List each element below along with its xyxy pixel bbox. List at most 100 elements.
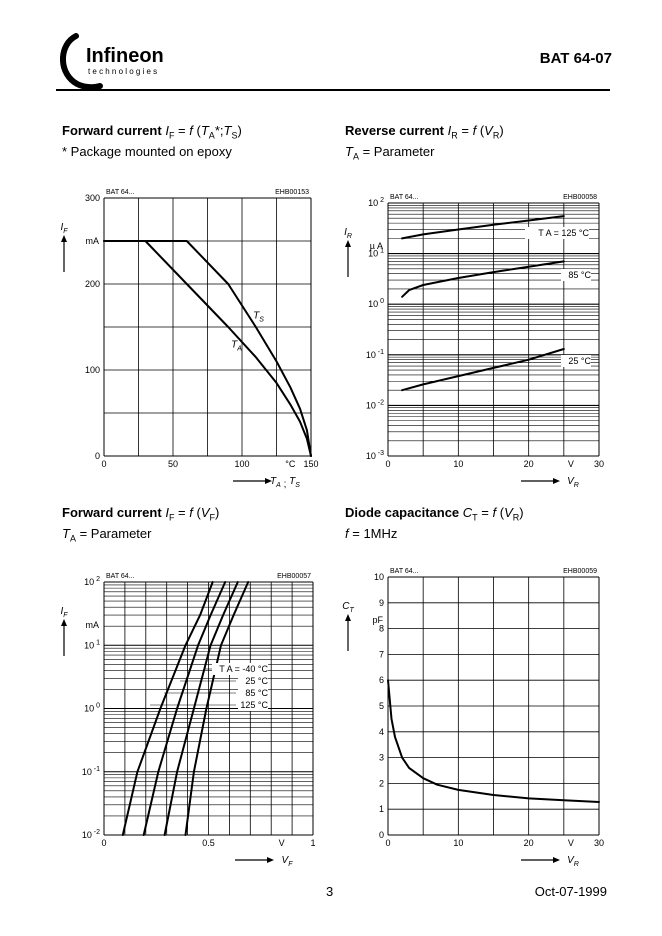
chart2-subtitle: TA = Parameter <box>345 144 435 162</box>
c2-series-0-label-bg <box>525 227 589 239</box>
c4-xtick-label: 20 <box>524 838 534 848</box>
part-number: BAT 64-07 <box>539 50 612 67</box>
c3-x-unit: V <box>279 838 285 848</box>
footer-page-number: 3 <box>326 884 334 899</box>
c1-xtick-label: 150 <box>303 459 318 469</box>
chart1-subtitle: * Package mounted on epoxy <box>62 144 232 159</box>
logo-main-text: Infineon <box>86 45 164 67</box>
c2-ytick-label: 10 -2 <box>366 399 384 410</box>
c4-xtick-label: 0 <box>385 838 390 848</box>
c4-tag-right: EHB00059 <box>563 568 597 575</box>
c3-series-2-label-bg <box>238 687 268 699</box>
c1-series-1-line <box>103 240 312 457</box>
c3-xtick-label: 0.5 <box>202 838 215 848</box>
c2-tag-right: EHB00058 <box>563 194 597 201</box>
c1-series-1-label: TS <box>253 310 264 323</box>
c2-series-2-label: 25 °C <box>568 356 591 366</box>
chart2-title: Reverse current IR = f (VR) <box>345 123 504 141</box>
c2-ytick-label: 10 -1 <box>366 349 384 360</box>
c3-y-unit: mA <box>86 620 100 630</box>
infineon-logo: Infineon technologies <box>60 33 164 91</box>
chart3-subtitle: TA = Parameter <box>62 526 152 544</box>
c3-series-3-label-bg <box>238 699 268 711</box>
c4-tag-left: BAT 64... <box>390 568 419 575</box>
c1-x-arrow-head <box>265 478 272 484</box>
c2-tag-left: BAT 64... <box>390 194 419 201</box>
c1-ytick-label: 0 <box>95 451 100 461</box>
c1-tag-right: EHB00153 <box>275 189 309 196</box>
c4-ytick-label: 1 <box>379 804 384 814</box>
c2-xtick-label: 10 <box>453 459 463 469</box>
c3-series-1-label: 25 °C <box>245 676 268 686</box>
c3-ytick-label: 10 -1 <box>82 766 100 777</box>
c3-series-1-line <box>163 581 239 836</box>
c1-xtick-label: 0 <box>101 459 106 469</box>
c2-y-unit: µ A <box>370 241 383 251</box>
c2-series-2-label-bg <box>561 355 591 367</box>
c3-series-3-label: 125 °C <box>240 700 268 710</box>
c4-y-arrow-head <box>345 614 351 621</box>
chart4-subtitle: f = 1MHz <box>345 526 398 541</box>
c3-y-arrow-head <box>61 619 67 626</box>
c4-xtick-label: 30 <box>594 838 604 848</box>
c1-series-0-line <box>103 240 312 457</box>
footer-date: Oct-07-1999 <box>534 884 607 899</box>
c4-ytick-label: 10 <box>374 572 384 582</box>
c2-ytick-label: 10 2 <box>368 197 384 208</box>
c2-series-1-line <box>401 260 565 298</box>
c4-ytick-label: 2 <box>379 778 384 788</box>
c1-ytick-label: 100 <box>85 365 100 375</box>
c3-y-axis-label: IF <box>60 606 68 619</box>
c4-x-arrow-head <box>553 857 560 863</box>
c3-series-2-line <box>142 581 227 836</box>
c2-series-0-label: T A = 125 °C <box>538 228 589 238</box>
c2-y-axis-label: IR <box>344 227 352 240</box>
c2-series-1-label-bg <box>561 269 591 281</box>
c4-ytick-label: 6 <box>379 675 384 685</box>
c3-ytick-label: 10 -2 <box>82 829 100 840</box>
c2-ytick-label: 10 0 <box>368 298 384 309</box>
c3-ytick-label: 10 0 <box>84 703 100 714</box>
c2-ytick-label: 10 1 <box>368 248 384 259</box>
c1-xtick-label: 100 <box>234 459 249 469</box>
c2-x-unit: V <box>568 459 574 469</box>
c3-series-0-label: T A = -40 °C <box>219 664 268 674</box>
c3-series-0-label-bg <box>212 663 268 675</box>
c1-series-0-label: TA <box>231 340 242 353</box>
c4-x-axis-label: VR <box>567 855 579 868</box>
chart1-title: Forward current IF = f (TA*;TS) <box>62 123 242 141</box>
c3-tag-left: BAT 64... <box>106 573 135 580</box>
c2-series-1-label: 85 °C <box>568 270 591 280</box>
c4-ytick-label: 8 <box>379 624 384 634</box>
c4-ytick-label: 4 <box>379 727 384 737</box>
c2-xtick-label: 30 <box>594 459 604 469</box>
c1-y-unit: mA <box>86 236 100 246</box>
c2-x-arrow-head <box>553 478 560 484</box>
c3-x-axis-label: VF <box>282 855 294 868</box>
c4-ytick-label: 9 <box>379 598 384 608</box>
c1-tag-left: BAT 64... <box>106 189 135 196</box>
chart4-title: Diode capacitance CT = f (VR) <box>345 505 524 523</box>
c4-y-unit: pF <box>372 615 383 625</box>
c3-ytick-label: 10 1 <box>84 639 100 650</box>
c4-xtick-label: 10 <box>453 838 463 848</box>
c4-ytick-label: 3 <box>379 753 384 763</box>
c1-ytick-label: 300 <box>85 193 100 203</box>
c2-y-arrow-head <box>345 240 351 247</box>
c2-ytick-label: 10 -3 <box>366 450 384 461</box>
c1-ytick-label: 200 <box>85 279 100 289</box>
c3-series-3-line <box>121 581 214 836</box>
c4-ytick-label: 5 <box>379 701 384 711</box>
c3-series-1-label-bg <box>238 675 268 687</box>
chart3-title: Forward current IF = f (VF) <box>62 505 220 523</box>
c4-ytick-label: 0 <box>379 830 384 840</box>
c3-x-arrow-head <box>267 857 274 863</box>
header-rule <box>56 89 610 91</box>
c2-series-0-line <box>401 215 565 240</box>
c2-xtick-label: 20 <box>524 459 534 469</box>
c1-y-arrow-head <box>61 235 67 242</box>
c1-x-axis-label: TA ; TS <box>270 476 300 490</box>
c2-series-2-line <box>401 348 565 392</box>
c1-y-axis-label: IF <box>60 222 68 235</box>
c2-x-axis-label: VR <box>567 476 579 489</box>
